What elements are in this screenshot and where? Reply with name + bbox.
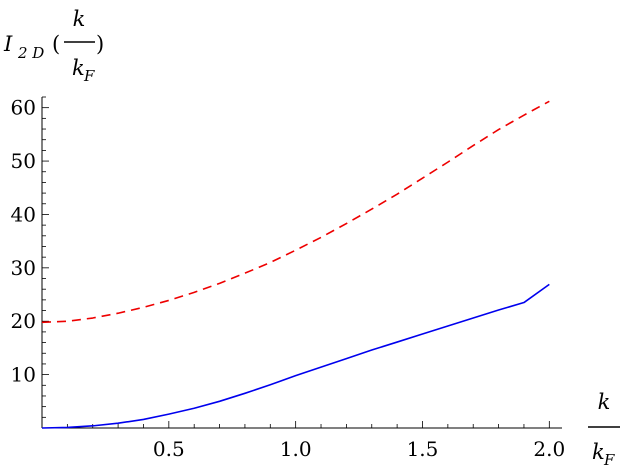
y-label-open-paren: ( [52,32,60,56]
y-label-numerator: k [73,7,86,31]
y-tick-label: 50 [11,149,36,173]
x-label-denominator: k [592,440,605,464]
x-label-denominator-sub: F [603,451,615,469]
ticks [42,96,550,428]
y-label-denominator-sub: F [83,67,95,85]
y-axis-label: I 2 D ( k k F ) [3,7,104,85]
y-tick-label: 60 [11,96,36,120]
axes [41,97,562,429]
x-tick-label: 1.0 [280,437,312,461]
tick-labels: 0.5 1.0 1.5 2.0 10 20 30 40 50 60 [11,96,566,461]
solid-series-line [41,283,550,429]
y-tick-label: 40 [11,202,36,226]
x-tick-label: 1.5 [407,437,439,461]
x-tick-label: 2.0 [533,437,565,461]
x-axis-label: k k F [588,390,620,469]
y-label-sub: 2 D [17,44,44,62]
y-tick-label: 10 [11,363,36,387]
x-tick-label: 0.5 [153,437,185,461]
y-label-main: I [3,32,13,56]
y-label-denominator: k [72,56,85,80]
x-label-numerator: k [598,390,611,414]
y-label-close-paren: ) [96,32,104,56]
dashed-series-line [41,100,550,324]
series-layer [41,100,550,429]
y-tick-label: 30 [11,256,36,280]
y-tick-label: 20 [11,309,36,333]
